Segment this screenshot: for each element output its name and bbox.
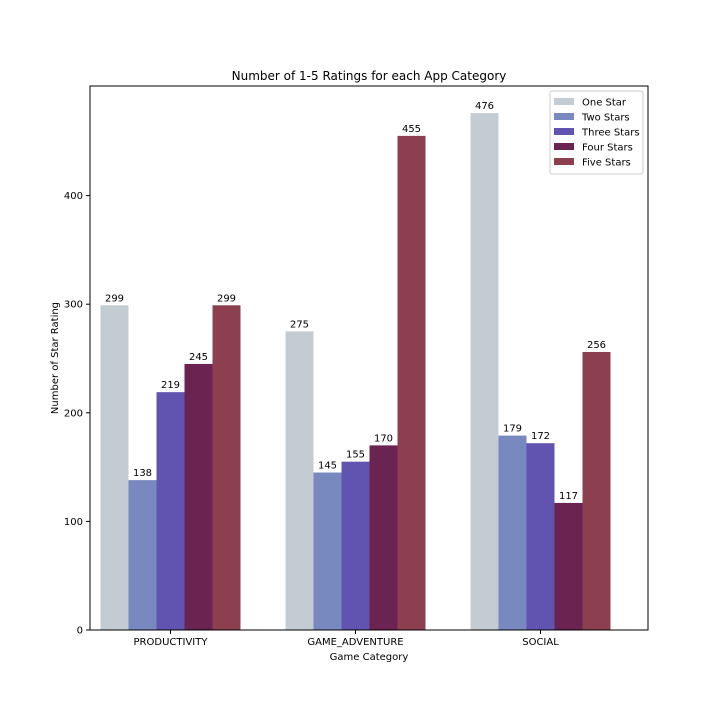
x-tick-label: GAME_ADVENTURE xyxy=(307,637,403,648)
data-label: 145 xyxy=(318,461,337,472)
data-label: 299 xyxy=(217,293,236,304)
legend-label: Two Stars xyxy=(581,113,630,124)
legend-swatch xyxy=(554,98,574,105)
chart-title: Number of 1-5 Ratings for each App Categ… xyxy=(232,69,507,83)
legend-label: Three Stars xyxy=(581,128,640,139)
legend-box xyxy=(549,90,644,175)
legend: One Star Two Stars Three Stars Four Stars Fi… xyxy=(549,90,644,175)
bar-four-stars-game-adventure xyxy=(369,445,398,630)
y-axis-label: Number of Star Rating xyxy=(50,302,61,414)
bar-four-stars-social xyxy=(554,502,583,630)
data-label: 275 xyxy=(290,319,309,330)
plot-frame xyxy=(89,85,649,631)
bar-two-stars-productivity xyxy=(128,480,157,630)
bar-two-stars-game-adventure xyxy=(313,472,342,630)
y-tick-label: 300 xyxy=(64,300,83,311)
bar-one-star-social xyxy=(470,113,499,630)
legend-swatch xyxy=(554,128,574,135)
data-label: 138 xyxy=(133,468,152,479)
data-label: 172 xyxy=(531,431,550,442)
legend-swatch xyxy=(554,113,574,120)
y-axis: 0 100 200 300 400 xyxy=(64,191,90,637)
y-tick-label: 100 xyxy=(64,517,83,528)
bar-five-stars-game-adventure xyxy=(397,135,426,630)
y-tick-label: 400 xyxy=(64,191,83,202)
legend-label: One Star xyxy=(582,98,627,109)
x-axis-label: Game Category xyxy=(330,652,409,663)
data-label: 299 xyxy=(105,293,124,304)
bar-five-stars-social xyxy=(582,351,611,630)
legend-swatch xyxy=(554,143,574,150)
data-label: 179 xyxy=(503,424,522,435)
legend-label: Four Stars xyxy=(582,143,633,154)
bar-four-stars-productivity xyxy=(184,363,213,630)
y-tick-label: 200 xyxy=(64,408,83,419)
data-label: 117 xyxy=(559,491,578,502)
bar-three-stars-productivity xyxy=(156,392,185,630)
data-label: 476 xyxy=(475,101,494,112)
bar-two-stars-social xyxy=(498,435,527,630)
data-label: 170 xyxy=(374,433,393,444)
data-label: 455 xyxy=(402,124,421,135)
bar-five-stars-productivity xyxy=(212,305,241,630)
data-label: 256 xyxy=(587,340,606,351)
bar-three-stars-game-adventure xyxy=(341,461,370,630)
data-label: 245 xyxy=(189,352,208,363)
legend-swatch xyxy=(554,158,574,165)
x-tick-label: PRODUCTIVITY xyxy=(134,637,209,648)
data-label: 155 xyxy=(346,450,365,461)
x-axis: PRODUCTIVITY GAME_ADVENTURE SOCIAL xyxy=(134,630,559,648)
y-tick-label: 0 xyxy=(77,626,83,637)
bar-one-star-game-adventure xyxy=(285,331,314,630)
bar-one-star-productivity xyxy=(100,305,129,630)
legend-label: Five Stars xyxy=(582,158,631,169)
data-label: 219 xyxy=(161,380,180,391)
x-tick-label: SOCIAL xyxy=(522,637,559,648)
bar-three-stars-social xyxy=(526,443,555,630)
bars-group: 299 275 476 138 145 179 219 155 172 245 170 117 299 4… xyxy=(100,101,611,630)
